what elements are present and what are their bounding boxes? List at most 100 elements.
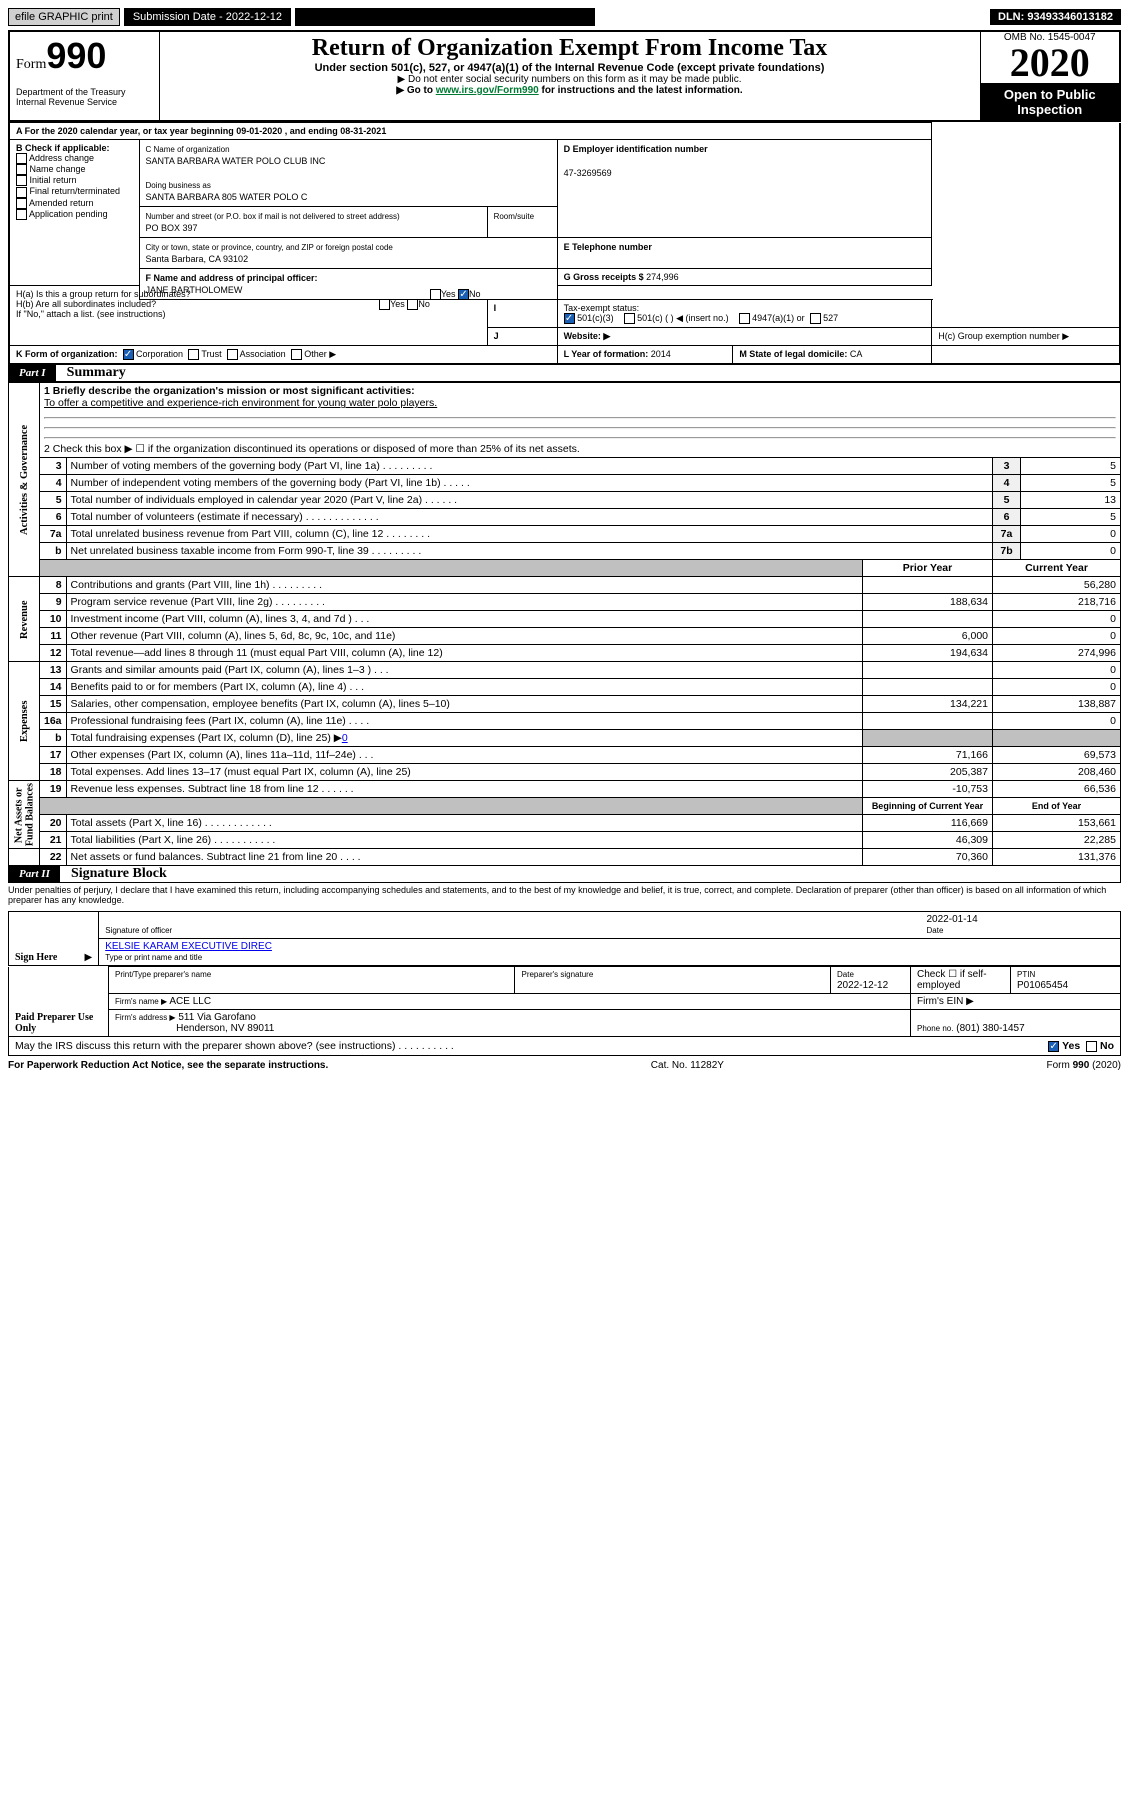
legal-domicile: CA <box>847 349 862 359</box>
chk-ha-yes[interactable] <box>430 289 441 300</box>
sign-arrow-icon: ▶ <box>79 912 99 966</box>
goto-prefix: ▶ Go to <box>396 85 433 96</box>
blank-button[interactable] <box>295 8 595 26</box>
chk-ha-no[interactable] <box>458 289 469 300</box>
corp: Corporation <box>136 349 183 359</box>
v7a: 0 <box>1021 526 1121 543</box>
line21: Total liabilities (Part X, line 26) . . … <box>66 832 862 849</box>
chk-501c[interactable] <box>624 313 635 324</box>
phone-label: Phone no. <box>917 1024 953 1033</box>
chk-pending[interactable] <box>16 209 27 220</box>
line1-value: To offer a competitive and experience-ri… <box>44 397 437 409</box>
hb-no: No <box>418 299 430 309</box>
c18: 208,460 <box>993 764 1121 781</box>
ptin-val: P01065454 <box>1017 980 1068 991</box>
other: Other ▶ <box>304 349 336 359</box>
line14: Benefits paid to or for members (Part IX… <box>66 679 862 696</box>
return-title: Return of Organization Exempt From Incom… <box>166 35 974 62</box>
chk-4947[interactable] <box>739 313 750 324</box>
chk-hb-yes[interactable] <box>379 299 390 310</box>
n8: 8 <box>40 577 67 594</box>
c20: 153,661 <box>993 815 1121 832</box>
l16b-link[interactable]: 0 <box>342 732 348 744</box>
phone-val: (801) 380-1457 <box>953 1023 1024 1034</box>
hdr-end: End of Year <box>993 798 1121 815</box>
box-b-label: B Check if applicable: <box>16 143 110 153</box>
n15: 15 <box>40 696 67 713</box>
line16b: Total fundraising expenses (Part IX, col… <box>71 732 342 744</box>
4947a1: 4947(a)(1) or <box>752 313 805 323</box>
g2 <box>993 730 1121 747</box>
n16b: b <box>40 730 67 747</box>
ha-label: H(a) Is this a group return for subordin… <box>16 289 191 299</box>
chk-discuss-yes[interactable] <box>1048 1041 1059 1052</box>
chk-trust[interactable] <box>188 349 199 360</box>
p19: -10,753 <box>863 781 993 798</box>
tax-year: 2020 <box>981 43 1120 83</box>
hdr-prior: Prior Year <box>863 560 993 577</box>
footer-left: For Paperwork Reduction Act Notice, see … <box>8 1060 328 1071</box>
line16a: Professional fundraising fees (Part IX, … <box>66 713 862 730</box>
c9: 218,716 <box>993 594 1121 611</box>
g1 <box>863 730 993 747</box>
footer-mid: Cat. No. 11282Y <box>651 1060 724 1071</box>
n7ab: 7a <box>993 526 1021 543</box>
n4: 4 <box>40 475 67 492</box>
declaration: Under penalties of perjury, I declare th… <box>8 883 1121 907</box>
hdr-curr: Current Year <box>993 560 1121 577</box>
501c: 501(c) ( ) ◀ (insert no.) <box>637 313 728 323</box>
chk-address[interactable] <box>16 153 27 164</box>
v4: 5 <box>1021 475 1121 492</box>
chk-corp[interactable] <box>123 349 134 360</box>
n14: 14 <box>40 679 67 696</box>
box-j-label: J <box>487 328 557 346</box>
paid-preparer-label: Paid Preparer Use Only <box>9 967 109 1037</box>
c11: 0 <box>993 628 1121 645</box>
opt-final: Final return/terminated <box>30 186 121 196</box>
ha-no: No <box>469 289 481 299</box>
city-label: City or town, state or province, country… <box>146 243 393 252</box>
chk-amended[interactable] <box>16 198 27 209</box>
dba-name: SANTA BARBARA 805 WATER POLO C <box>146 192 308 202</box>
firm-ein-label: Firm's EIN ▶ <box>911 994 1121 1010</box>
ein-value: 47-3269569 <box>564 168 612 178</box>
v5: 13 <box>1021 492 1121 509</box>
chk-final[interactable] <box>16 187 27 198</box>
chk-assoc[interactable] <box>227 349 238 360</box>
row-a: A For the 2020 calendar year, or tax yea… <box>9 123 932 140</box>
chk-initial[interactable] <box>16 175 27 186</box>
n3b: 3 <box>993 458 1021 475</box>
line4: Number of independent voting members of … <box>66 475 992 492</box>
p16a <box>863 713 993 730</box>
chk-discuss-no[interactable] <box>1086 1041 1097 1052</box>
sig-officer-label: Signature of officer <box>105 926 172 935</box>
submission-date-button[interactable]: Submission Date - 2022-12-12 <box>124 8 291 26</box>
goto-link[interactable]: www.irs.gov/Form990 <box>436 85 539 96</box>
chk-other[interactable] <box>291 349 302 360</box>
n12: 12 <box>40 645 67 662</box>
chk-hb-no[interactable] <box>407 299 418 310</box>
efile-button[interactable]: efile GRAPHIC print <box>8 8 120 26</box>
box-e-label: E Telephone number <box>564 242 652 252</box>
chk-527[interactable] <box>810 313 821 324</box>
goto-suffix: for instructions and the latest informat… <box>542 85 743 96</box>
chk-501c3[interactable] <box>564 313 575 324</box>
dept-label: Department of the Treasury <box>16 87 126 97</box>
pt-check-label: Check ☐ if self-employed <box>911 967 1011 994</box>
n7bb: 7b <box>993 543 1021 560</box>
chk-namechange[interactable] <box>16 164 27 175</box>
n4b: 4 <box>993 475 1021 492</box>
c22: 131,376 <box>993 849 1121 866</box>
part1-header: Part I <box>9 365 56 381</box>
v6: 5 <box>1021 509 1121 526</box>
noprint-notice: ▶ Do not enter social security numbers o… <box>166 74 974 85</box>
box-i-label: I <box>487 300 557 328</box>
line19: Revenue less expenses. Subtract line 18 … <box>66 781 862 798</box>
n22: 22 <box>40 849 67 866</box>
type-name-label: Type or print name and title <box>105 953 202 962</box>
officer-name-link[interactable]: KELSIE KARAM EXECUTIVE DIREC <box>105 941 272 952</box>
may-discuss: May the IRS discuss this return with the… <box>15 1040 454 1052</box>
n3: 3 <box>40 458 67 475</box>
street-label: Number and street (or P.O. box if mail i… <box>146 212 400 221</box>
c15: 138,887 <box>993 696 1121 713</box>
